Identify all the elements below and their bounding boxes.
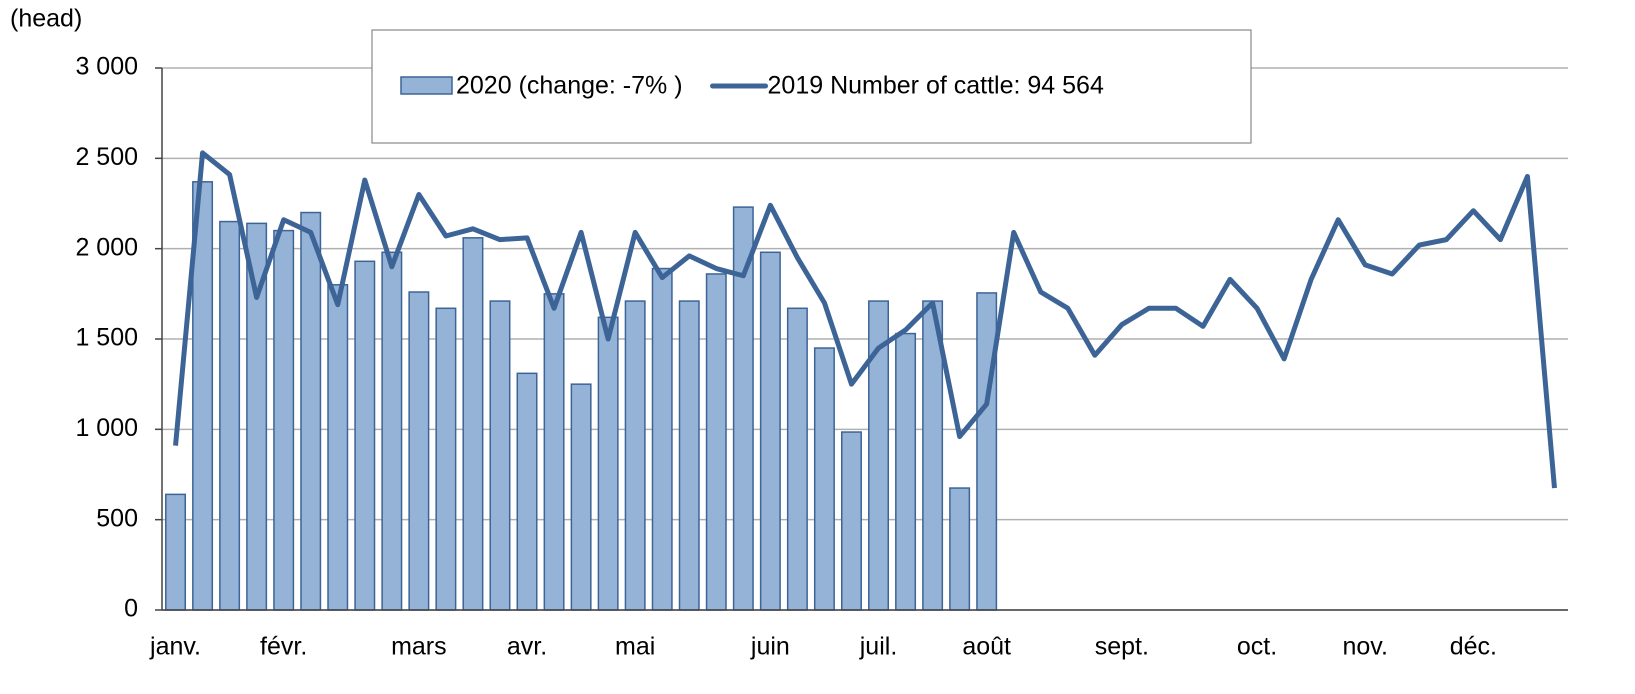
x-tick-label: août [962, 633, 1011, 661]
bar [570, 383, 592, 611]
legend-label: 2020 (change: -7% ) [456, 72, 683, 100]
x-tick-label: févr. [260, 633, 307, 661]
y-tick-label: 0 [124, 595, 138, 623]
bar [354, 260, 376, 611]
bar [273, 229, 295, 611]
bar [895, 332, 917, 611]
bar [813, 347, 835, 611]
y-tick-label: 2 000 [75, 233, 138, 261]
bar [543, 293, 565, 611]
bar [381, 251, 403, 611]
x-tick-label: oct. [1237, 633, 1277, 661]
bar [462, 237, 484, 611]
legend-swatch [400, 76, 453, 95]
x-tick-label: déc. [1450, 633, 1497, 661]
legend-label: 2019 Number of cattle: 94 564 [768, 72, 1104, 100]
y-tick-label: 1 000 [75, 414, 138, 442]
x-tick-label: juin [750, 633, 790, 661]
y-tick-label: 3 000 [75, 53, 138, 81]
bar [678, 300, 700, 611]
bar [949, 487, 971, 611]
bar [597, 316, 619, 611]
bar [651, 267, 673, 611]
bar [732, 206, 754, 611]
y-axis-label: (head) [10, 5, 82, 33]
bar [489, 300, 511, 611]
bar [408, 291, 430, 611]
bar [219, 220, 241, 611]
bar [624, 300, 646, 611]
bar [300, 211, 322, 611]
x-tick-label: sept. [1095, 633, 1149, 661]
x-tick-label: mai [615, 633, 655, 661]
line [173, 150, 1557, 489]
legend-box [371, 29, 1252, 144]
bar [786, 307, 808, 611]
bar [516, 372, 538, 611]
x-tick-label: janv. [149, 633, 201, 661]
x-tick-label: juil. [859, 633, 898, 661]
y-tick-label: 500 [96, 504, 138, 532]
bar [327, 284, 349, 611]
y-tick-label: 2 500 [75, 143, 138, 171]
bar [165, 493, 187, 611]
x-tick-label: avr. [507, 633, 547, 661]
bar [705, 273, 727, 611]
x-tick-label: nov. [1343, 633, 1388, 661]
y-tick-label: 1 500 [75, 324, 138, 352]
x-tick-label: mars [391, 633, 447, 661]
bar [976, 292, 998, 611]
bar [435, 307, 457, 611]
bar [759, 251, 781, 611]
bar [840, 431, 862, 611]
